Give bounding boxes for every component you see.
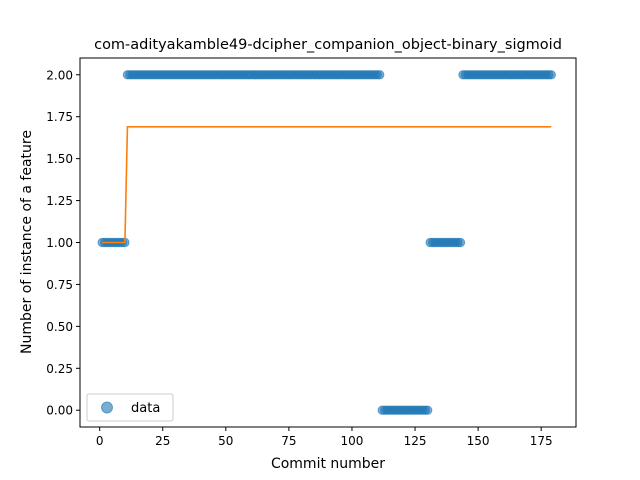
y-axis: 0.00 0.25 0.50 0.75 1.00 1.25 1.50 1.75 2.00 — [46, 68, 80, 418]
legend-marker — [101, 401, 113, 414]
trend-line — [102, 125, 552, 244]
y-tick-label: 0.00 — [46, 404, 73, 418]
legend: data — [86, 393, 174, 422]
x-tick-label: 125 — [404, 434, 427, 448]
y-tick-label: 0.25 — [46, 362, 73, 376]
data-point — [546, 70, 556, 80]
x-axis-label: Commit number — [271, 456, 385, 472]
x-tick-label: 150 — [467, 434, 490, 448]
x-axis: 0 25 50 75 100 125 150 175 — [96, 427, 553, 448]
y-tick-label: 0.50 — [46, 320, 73, 334]
y-tick-label: 1.50 — [46, 152, 73, 166]
series-layer — [97, 70, 556, 415]
legend-box — [86, 393, 174, 422]
y-tick-label: 1.75 — [46, 110, 73, 124]
y-tick-label: 1.00 — [46, 236, 73, 250]
y-axis-label: Number of instance of a feature — [19, 130, 35, 354]
legend-label-data: data — [131, 401, 160, 416]
y-tick-label: 1.25 — [46, 194, 73, 208]
x-tick-label: 25 — [155, 434, 170, 448]
data-point — [422, 405, 433, 415]
x-tick-label: 100 — [341, 434, 364, 448]
x-tick-label: 0 — [96, 434, 104, 448]
chart-title: com-adityakamble49-dcipher_companion_obj… — [94, 37, 562, 53]
y-tick-label: 0.75 — [46, 278, 73, 292]
x-tick-label: 50 — [218, 434, 233, 448]
data-point — [375, 70, 385, 80]
y-tick-label: 2.00 — [46, 68, 73, 82]
data-point — [455, 237, 466, 248]
x-tick-label: 175 — [530, 434, 553, 448]
x-tick-label: 75 — [281, 434, 296, 448]
